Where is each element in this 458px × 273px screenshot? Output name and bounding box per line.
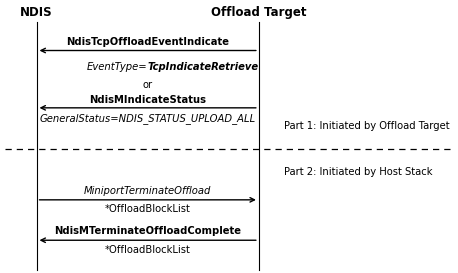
Text: Part 1: Initiated by Offload Target: Part 1: Initiated by Offload Target [284, 121, 450, 130]
Text: TcpIndicateRetrieve: TcpIndicateRetrieve [147, 62, 259, 72]
Text: EventType=: EventType= [87, 62, 147, 72]
Text: NdisMIndicateStatus: NdisMIndicateStatus [89, 95, 206, 105]
Text: or: or [142, 80, 153, 90]
Text: GeneralStatus=NDIS_STATUS_UPLOAD_ALL: GeneralStatus=NDIS_STATUS_UPLOAD_ALL [39, 113, 256, 124]
Text: *OffloadBlockList: *OffloadBlockList [105, 245, 191, 255]
Text: MiniportTerminateOffload: MiniportTerminateOffload [84, 186, 212, 196]
Text: NDIS: NDIS [20, 6, 53, 19]
Text: Offload Target: Offload Target [211, 6, 306, 19]
Text: Part 2: Initiated by Host Stack: Part 2: Initiated by Host Stack [284, 167, 432, 177]
Text: *OffloadBlockList: *OffloadBlockList [105, 204, 191, 214]
Text: NdisMTerminateOffloadComplete: NdisMTerminateOffloadComplete [54, 226, 241, 236]
Text: NdisTcpOffloadEventIndicate: NdisTcpOffloadEventIndicate [66, 37, 229, 47]
